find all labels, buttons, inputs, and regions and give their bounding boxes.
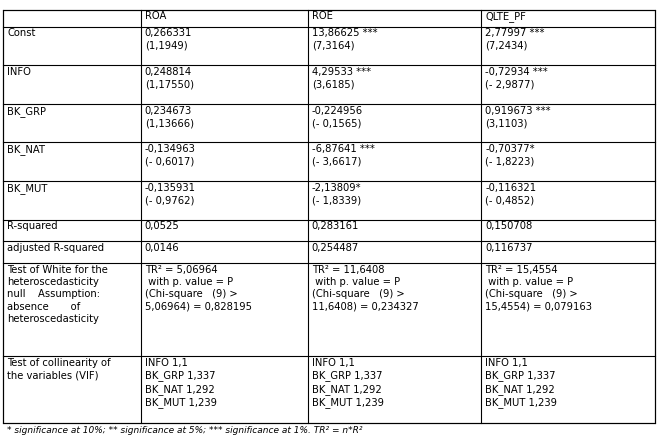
Text: ROA: ROA	[145, 11, 166, 22]
Text: 0,0525: 0,0525	[145, 221, 179, 232]
Text: -2,13809*
(- 1,8339): -2,13809* (- 1,8339)	[312, 183, 361, 205]
Text: BK_GRP: BK_GRP	[7, 106, 46, 116]
Text: R-squared: R-squared	[7, 221, 58, 232]
Text: 0,254487: 0,254487	[312, 243, 359, 253]
Text: 0,248814
(1,17550): 0,248814 (1,17550)	[145, 67, 194, 90]
Text: -0,135931
(- 0,9762): -0,135931 (- 0,9762)	[145, 183, 196, 205]
Text: adjusted R-squared: adjusted R-squared	[7, 243, 104, 253]
Text: QLTE_PF: QLTE_PF	[486, 11, 526, 22]
Text: -0,134963
(- 0,6017): -0,134963 (- 0,6017)	[145, 144, 196, 167]
Text: ROE: ROE	[312, 11, 332, 22]
Text: BK_NAT: BK_NAT	[7, 144, 45, 155]
Text: 2,77997 ***
(7,2434): 2,77997 *** (7,2434)	[486, 29, 545, 51]
Text: -0,72934 ***
(- 2,9877): -0,72934 *** (- 2,9877)	[486, 67, 548, 90]
Text: INFO: INFO	[7, 67, 31, 77]
Text: TR² = 15,4554
 with p. value = P
(Chi-square   (9) >
15,4554) = 0,079163: TR² = 15,4554 with p. value = P (Chi-squ…	[486, 265, 593, 312]
Text: TR² = 11,6408
 with p. value = P
(Chi-square   (9) >
11,6408) = 0,234327: TR² = 11,6408 with p. value = P (Chi-squ…	[312, 265, 419, 312]
Text: Test of White for the
heteroscedasticity
null    Assumption:
absence       of
he: Test of White for the heteroscedasticity…	[7, 265, 108, 324]
Text: 4,29533 ***
(3,6185): 4,29533 *** (3,6185)	[312, 67, 371, 90]
Text: -6,87641 ***
(- 3,6617): -6,87641 *** (- 3,6617)	[312, 144, 374, 167]
Text: TR² = 5,06964
 with p. value = P
(Chi-square   (9) >
5,06964) = 0,828195: TR² = 5,06964 with p. value = P (Chi-squ…	[145, 265, 252, 312]
Text: BK_MUT: BK_MUT	[7, 183, 47, 194]
Text: -0,116321
(- 0,4852): -0,116321 (- 0,4852)	[486, 183, 537, 205]
Text: Const: Const	[7, 29, 35, 38]
Text: 0,116737: 0,116737	[486, 243, 533, 253]
Text: INFO 1,1
BK_GRP 1,337
BK_NAT 1,292
BK_MUT 1,239: INFO 1,1 BK_GRP 1,337 BK_NAT 1,292 BK_MU…	[145, 358, 217, 408]
Text: 0,266331
(1,1949): 0,266331 (1,1949)	[145, 29, 192, 51]
Text: 0,283161: 0,283161	[312, 221, 359, 232]
Text: Test of collinearity of
the variables (VIF): Test of collinearity of the variables (V…	[7, 358, 111, 381]
Text: -0,224956
(- 0,1565): -0,224956 (- 0,1565)	[312, 106, 363, 128]
Text: 0,0146: 0,0146	[145, 243, 179, 253]
Text: 13,86625 ***
(7,3164): 13,86625 *** (7,3164)	[312, 29, 377, 51]
Text: * significance at 10%; ** significance at 5%; *** significance at 1%. TR² = n*R²: * significance at 10%; ** significance a…	[7, 426, 363, 434]
Text: 0,150708: 0,150708	[486, 221, 533, 232]
Text: INFO 1,1
BK_GRP 1,337
BK_NAT 1,292
BK_MUT 1,239: INFO 1,1 BK_GRP 1,337 BK_NAT 1,292 BK_MU…	[486, 358, 557, 408]
Text: 0,919673 ***
(3,1103): 0,919673 *** (3,1103)	[486, 106, 551, 128]
Text: -0,70377*
(- 1,8223): -0,70377* (- 1,8223)	[486, 144, 535, 167]
Text: 0,234673
(1,13666): 0,234673 (1,13666)	[145, 106, 194, 128]
Text: INFO 1,1
BK_GRP 1,337
BK_NAT 1,292
BK_MUT 1,239: INFO 1,1 BK_GRP 1,337 BK_NAT 1,292 BK_MU…	[312, 358, 384, 408]
